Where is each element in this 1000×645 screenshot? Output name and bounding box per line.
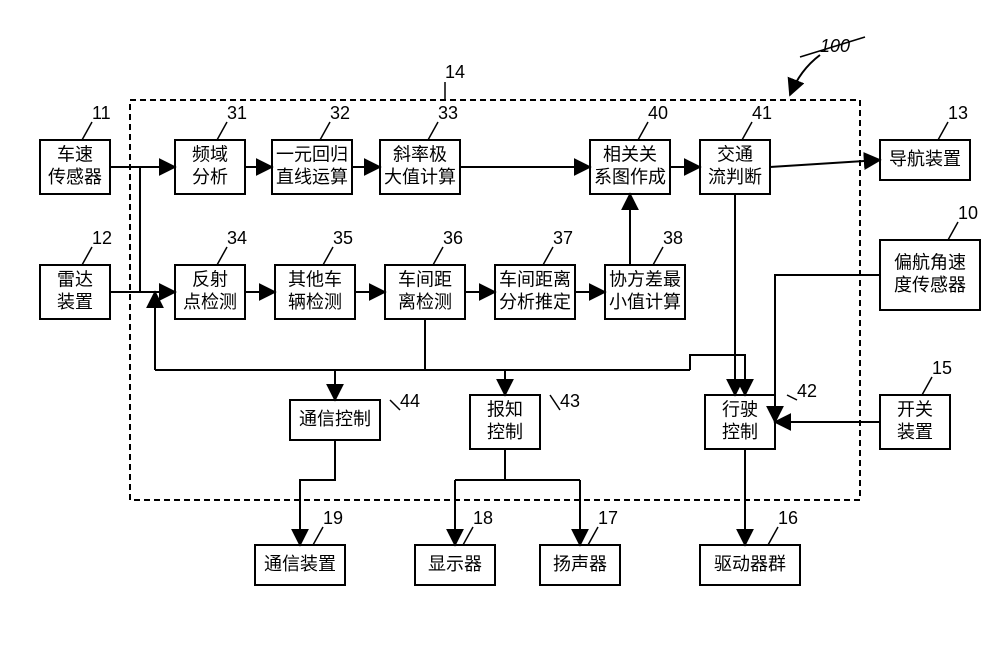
block-number: 11 [92,103,111,123]
block-label: 分析 [192,167,228,187]
block-label: 直线运算 [276,167,348,187]
edge [690,355,745,370]
block-number: 12 [92,228,112,248]
block-number: 18 [473,508,493,528]
block-number: 35 [333,228,353,248]
block-n43: 报知控制 43 [470,391,580,449]
block-number: 33 [438,103,458,123]
block-label: 斜率极 [393,145,447,165]
block-number: 31 [227,103,247,123]
block-label: 协方差最 [609,270,681,290]
block-label: 装置 [57,292,93,312]
block-n37: 车间距离分析推定 37 [495,228,575,319]
block-number: 43 [560,391,580,411]
block-label: 控制 [487,422,523,442]
block-label: 开关 [897,400,933,420]
block-label: 交通 [717,145,753,165]
block-n31: 频域分析 31 [175,103,247,194]
block-label: 传感器 [48,167,102,187]
block-number: 44 [400,391,420,411]
block-label: 行驶 [722,400,758,420]
block-number: 40 [648,103,668,123]
block-n38: 协方差最小值计算 38 [605,228,685,319]
edge [770,160,880,167]
block-label: 其他车 [288,270,342,290]
block-label: 分析推定 [499,292,571,312]
block-label: 小值计算 [609,292,681,312]
edge [140,167,175,292]
block-label: 驱动器群 [714,554,786,574]
block-label: 车间距离 [499,270,571,290]
block-label: 点检测 [183,292,237,312]
block-label: 流判断 [708,167,762,187]
block-label: 一元回归 [276,145,348,165]
block-number: 34 [227,228,247,248]
block-number: 16 [778,508,798,528]
block-n40: 相关关系图作成 40 [590,103,670,194]
block-label: 装置 [897,422,933,442]
block-label: 车速 [57,145,93,165]
block-label: 相关关 [603,145,657,165]
svg-text:14: 14 [445,62,465,82]
block-number: 37 [553,228,573,248]
block-n34: 反射点检测 34 [175,228,247,319]
block-number: 38 [663,228,683,248]
block-number: 19 [323,508,343,528]
block-number: 15 [932,358,952,378]
block-label: 车间距 [398,270,452,290]
block-label: 通信装置 [264,554,336,574]
block-label: 导航装置 [889,149,961,169]
block-number: 41 [752,103,772,123]
edge [775,275,880,422]
block-n33: 斜率极大值计算 33 [380,103,460,194]
block-n13: 导航装置 13 [880,103,970,180]
block-label: 离检测 [398,292,452,312]
block-n15: 开关装置 15 [880,358,952,449]
block-label: 度传感器 [894,275,966,295]
block-label: 大值计算 [384,167,456,187]
block-label: 扬声器 [553,554,607,574]
block-n44: 通信控制 44 [290,391,420,440]
block-label: 频域 [192,145,228,165]
block-label: 系图作成 [594,167,666,187]
block-label: 控制 [722,422,758,442]
block-n32: 一元回归直线运算 32 [272,103,352,194]
block-n35: 其他车辆检测 35 [275,228,355,319]
block-n36: 车间距离检测 36 [385,228,465,319]
edge [300,440,335,545]
block-n42: 行驶控制 42 [705,381,817,449]
block-label: 通信控制 [299,409,371,429]
block-label: 反射 [192,270,228,290]
block-n41: 交通流判断 41 [700,103,772,194]
block-label: 雷达 [57,270,93,290]
block-label: 报知 [487,400,523,420]
diagram-canvas: 14100车速传感器11雷达装置12频域分析31一元回归直线运算32斜率极大值计… [0,0,1000,645]
block-number: 13 [948,103,968,123]
block-label: 辆检测 [288,292,342,312]
block-number: 36 [443,228,463,248]
block-n11: 车速传感器 11 [40,103,111,194]
block-number: 32 [330,103,350,123]
block-number: 10 [958,203,978,223]
block-n12: 雷达装置 12 [40,228,112,319]
block-number: 17 [598,508,618,528]
block-n16: 驱动器群 16 [700,508,800,585]
block-label: 偏航角速 [894,253,966,273]
block-label: 显示器 [428,554,482,574]
block-number: 42 [797,381,817,401]
block-n10: 偏航角速度传感器 10 [880,203,980,310]
